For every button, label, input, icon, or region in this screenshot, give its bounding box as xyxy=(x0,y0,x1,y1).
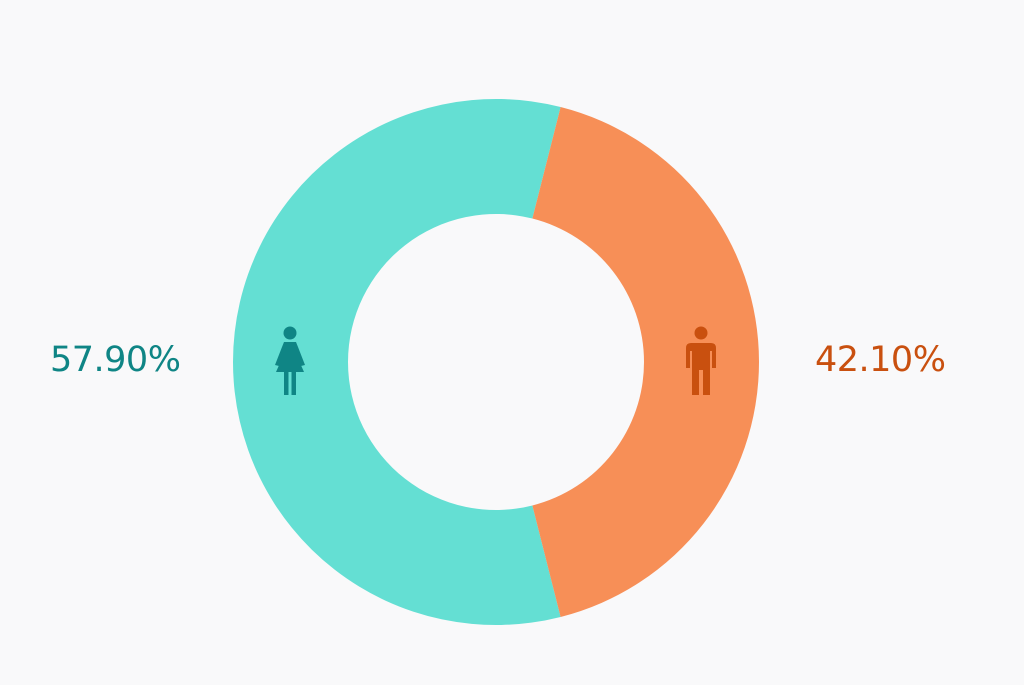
male-person-icon xyxy=(686,326,716,395)
male-percentage-label: 42.10% xyxy=(815,340,946,380)
female-slice xyxy=(232,98,561,625)
donut-slices xyxy=(232,98,759,625)
female-person-icon xyxy=(275,326,305,395)
male-slice xyxy=(532,107,759,617)
female-percentage-label: 57.90% xyxy=(50,340,181,380)
